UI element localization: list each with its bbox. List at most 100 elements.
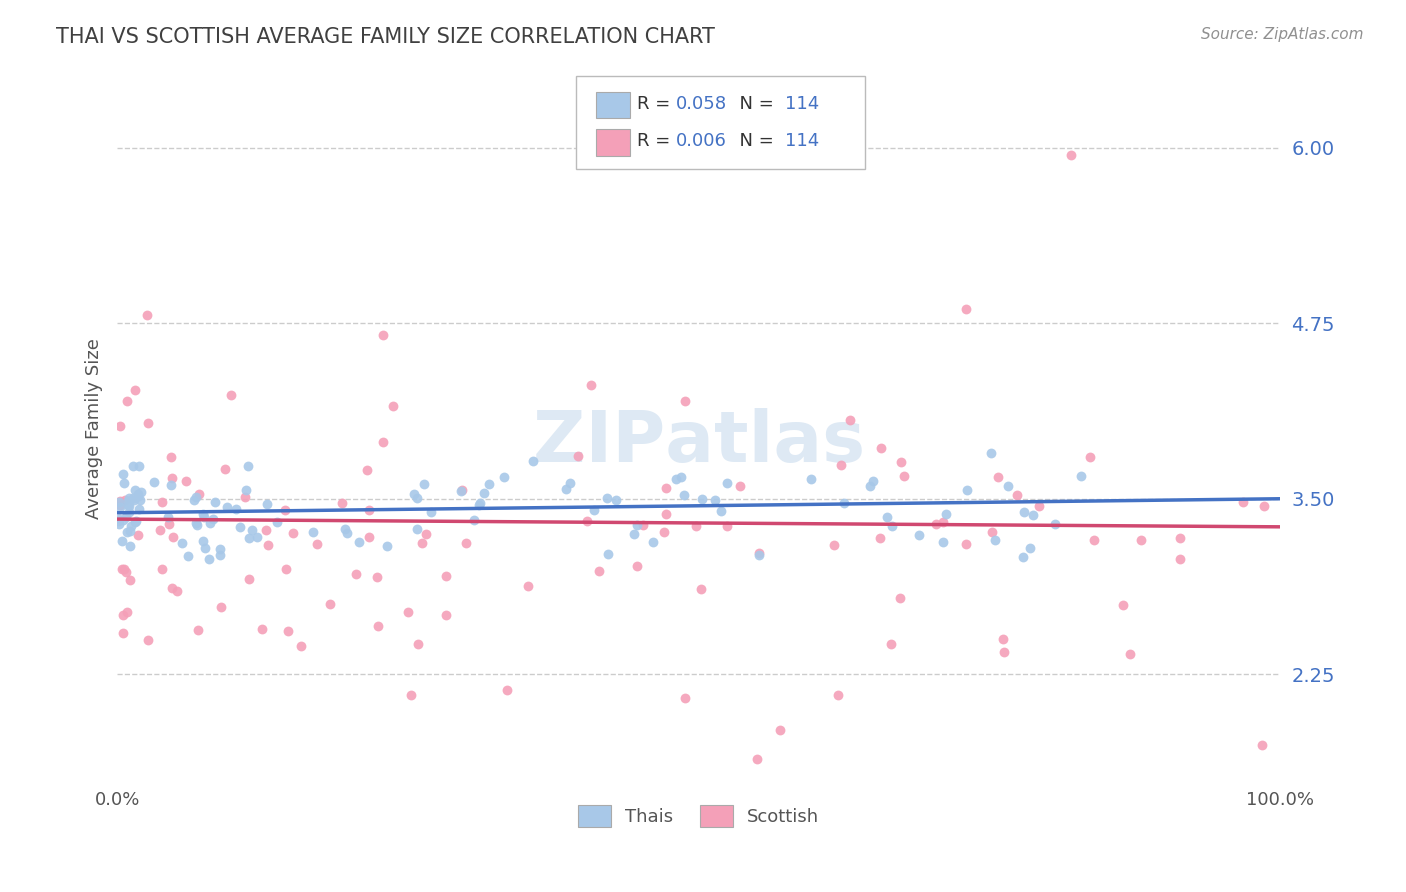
Point — [254, 523, 277, 537]
Point — [859, 478, 882, 492]
Point — [468, 496, 491, 510]
Point — [626, 558, 648, 573]
Point — [1022, 508, 1045, 522]
Point — [631, 518, 654, 533]
Point — [655, 507, 678, 521]
Point — [932, 535, 955, 549]
Point — [935, 507, 957, 521]
Point — [277, 624, 299, 639]
Point — [1080, 450, 1102, 464]
Point — [194, 541, 217, 556]
Point — [307, 537, 329, 551]
Point — [567, 449, 589, 463]
Point — [1012, 550, 1035, 565]
Point — [472, 486, 495, 500]
Point — [371, 434, 394, 449]
Point — [143, 475, 166, 490]
Point — [1232, 495, 1254, 509]
Point — [832, 495, 855, 509]
Point — [201, 511, 224, 525]
Point — [1250, 738, 1272, 752]
Point — [242, 523, 264, 537]
Point — [955, 302, 977, 317]
Point — [150, 495, 173, 509]
Point — [495, 683, 517, 698]
Point — [159, 516, 181, 531]
Point — [402, 487, 425, 501]
Point — [396, 605, 419, 619]
Point — [356, 463, 378, 477]
Point — [623, 527, 645, 541]
Point — [257, 538, 280, 552]
Point — [115, 510, 138, 524]
Point — [468, 498, 491, 512]
Point — [890, 455, 912, 469]
Point — [233, 490, 256, 504]
Point — [434, 607, 457, 622]
Point — [193, 508, 215, 522]
Point — [839, 413, 862, 427]
Point — [122, 493, 145, 508]
Point — [1014, 505, 1036, 519]
Point — [112, 467, 135, 481]
Point — [246, 529, 269, 543]
Text: 114: 114 — [785, 95, 818, 113]
Text: 114: 114 — [785, 132, 818, 150]
Text: N =: N = — [728, 95, 780, 113]
Point — [256, 497, 278, 511]
Point — [450, 484, 472, 499]
Point — [893, 469, 915, 483]
Point — [689, 582, 711, 596]
Point — [118, 491, 141, 505]
Point — [129, 485, 152, 500]
Point — [381, 399, 404, 413]
Point — [238, 573, 260, 587]
Point — [121, 491, 143, 505]
Point — [673, 691, 696, 706]
Point — [1111, 599, 1133, 613]
Point — [118, 499, 141, 513]
Point — [522, 454, 544, 468]
Point — [117, 493, 139, 508]
Point — [236, 458, 259, 473]
Point — [451, 483, 474, 497]
Point — [110, 500, 132, 514]
Point — [605, 492, 627, 507]
Point — [266, 515, 288, 529]
Point — [575, 514, 598, 528]
Point — [665, 472, 688, 486]
Point — [336, 525, 359, 540]
Point — [870, 441, 893, 455]
Point — [869, 531, 891, 545]
Point — [162, 530, 184, 544]
Point — [215, 500, 238, 515]
Point — [156, 509, 179, 524]
Point — [302, 525, 325, 540]
Point — [122, 459, 145, 474]
Point — [273, 503, 295, 517]
Text: R =: R = — [637, 95, 676, 113]
Point — [347, 535, 370, 549]
Point — [219, 388, 242, 402]
Text: ZIP​atlas: ZIP​atlas — [533, 408, 865, 477]
Point — [107, 514, 129, 528]
Point — [710, 504, 733, 518]
Point — [463, 513, 485, 527]
Point — [115, 565, 138, 579]
Point — [745, 751, 768, 765]
Point — [880, 637, 903, 651]
Point — [641, 535, 664, 549]
Point — [769, 723, 792, 738]
Point — [127, 489, 149, 503]
Point — [626, 518, 648, 533]
Point — [716, 476, 738, 491]
Point — [162, 581, 184, 595]
Point — [124, 383, 146, 397]
Point — [1060, 147, 1083, 161]
Point — [1253, 499, 1275, 513]
Point — [108, 511, 131, 525]
Point — [128, 458, 150, 473]
Point — [136, 416, 159, 430]
Point — [411, 535, 433, 549]
Point — [112, 626, 135, 640]
